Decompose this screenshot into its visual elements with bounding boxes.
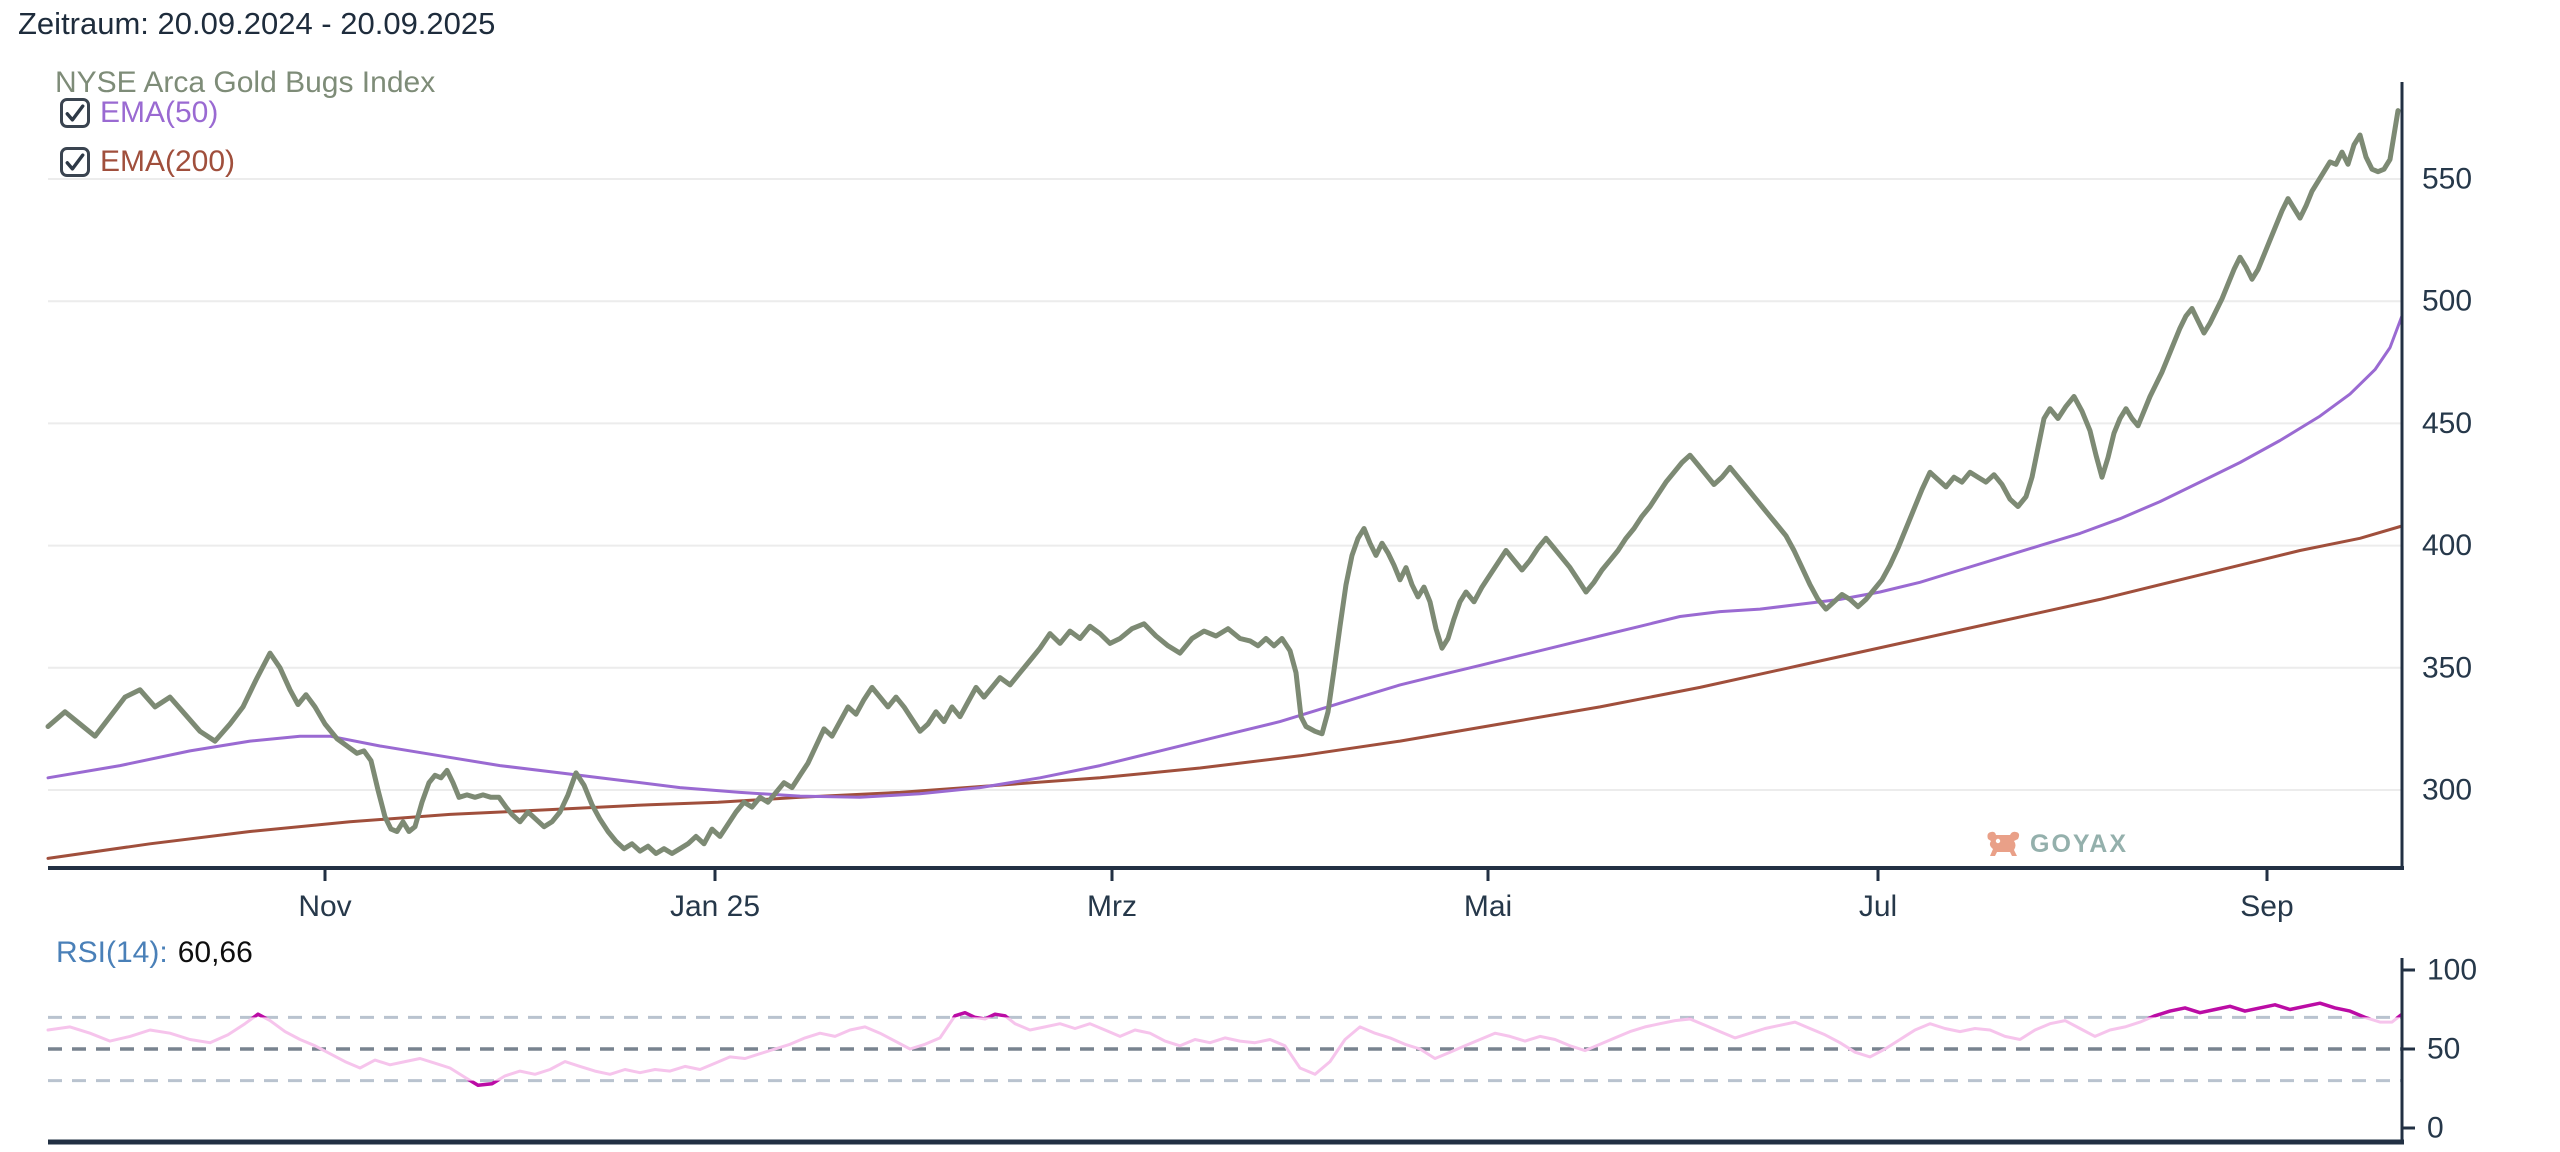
y-axis-tick-label: 400	[2422, 529, 2472, 562]
legend-index-label: NYSE Arca Gold Bugs Index	[55, 66, 436, 99]
rsi-indicator-label: RSI(14):	[56, 936, 168, 969]
y-axis-tick-label: 550	[2422, 163, 2472, 196]
x-axis-tick-label: Mrz	[1087, 890, 1137, 923]
y-axis-tick-label: 350	[2422, 651, 2472, 684]
page-title: Zeitraum: 20.09.2024 - 20.09.2025	[18, 6, 496, 41]
y-axis-tick-label: 500	[2422, 285, 2472, 318]
goyax-watermark: GOYAX	[1984, 829, 2128, 859]
legend-label-ema200: EMA(200)	[100, 145, 236, 178]
ema50-line	[46, 314, 2404, 799]
legend-label-ema50: EMA(50)	[100, 96, 219, 129]
goyax-bull-icon	[1987, 831, 2020, 856]
price-line	[45, 108, 2401, 856]
rsi-plot-area[interactable]	[48, 960, 2402, 1142]
main-chart-plot-area[interactable]	[48, 82, 2402, 868]
ema200-line	[46, 524, 2404, 860]
checkmark-icon	[65, 153, 85, 171]
ema200-checkbox[interactable]	[60, 147, 90, 177]
x-axis-tick-label: Jan 25	[670, 890, 760, 923]
rsi-y-tick-label: 50	[2427, 1033, 2460, 1066]
y-axis-tick-label: 300	[2422, 774, 2472, 807]
legend-row-ema50: EMA(50)	[60, 96, 218, 130]
rsi-y-tick-label: 100	[2427, 954, 2477, 987]
rsi-y-tick-label: 0	[2427, 1112, 2444, 1145]
ema50-checkbox[interactable]	[60, 98, 90, 128]
legend-row-ema200: EMA(200)	[60, 145, 235, 179]
x-axis-tick-label: Mai	[1464, 890, 1512, 923]
goyax-watermark-text: GOYAX	[2030, 829, 2129, 858]
x-axis-tick-label: Jul	[1859, 890, 1897, 923]
x-axis-tick-label: Sep	[2240, 890, 2293, 923]
x-axis-tick-label: Nov	[298, 890, 351, 923]
rsi-value: 60,66	[177, 936, 253, 969]
rsi-header: RSI(14): 60,66	[56, 936, 253, 970]
y-axis-tick-label: 450	[2422, 407, 2472, 440]
checkmark-icon	[65, 104, 85, 122]
